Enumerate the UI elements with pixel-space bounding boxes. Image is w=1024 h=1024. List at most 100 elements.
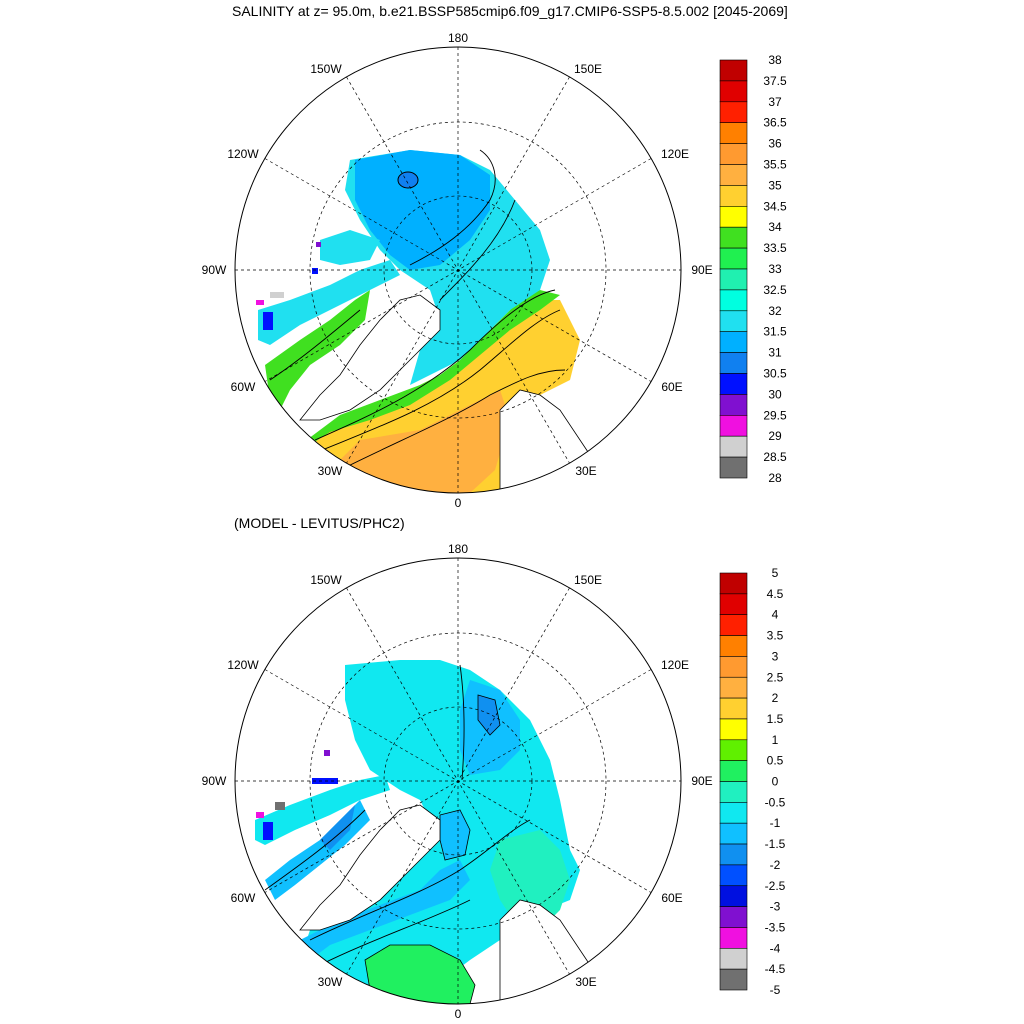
salinity-colorbar-label: 29 <box>768 429 782 443</box>
salinity-colorbar-label: 37.5 <box>763 74 787 88</box>
difference-colorbar-swatch <box>719 885 748 907</box>
difference-colorbar-swatch <box>719 947 748 970</box>
salinity-colorbar-label: 30 <box>768 387 782 401</box>
difference-map-border <box>234 557 682 1005</box>
salinity-colorbar-label: 34.5 <box>763 199 787 213</box>
difference-colorbar-label: -2 <box>770 858 781 872</box>
salinity-map-border <box>234 46 682 494</box>
difference-colorbar-swatch <box>719 697 748 720</box>
difference-colorbar-label: 0.5 <box>767 754 784 768</box>
salinity-colorbar-label: 36 <box>768 137 782 151</box>
difference-colorbar-swatch <box>719 906 748 928</box>
salinity-colorbar-label: 29.5 <box>763 408 787 422</box>
salinity-colorbar-swatch <box>719 101 748 124</box>
difference-colorbar-swatch <box>719 572 748 595</box>
salinity-colorbar-label: 36.5 <box>763 116 787 130</box>
difference-colorbar-swatch <box>719 822 748 845</box>
salinity-colorbar-swatch <box>719 310 748 332</box>
salinity-colorbar-swatch <box>719 80 748 103</box>
salinity-colorbar-label: 31 <box>768 346 782 360</box>
salinity-lon-180: 180 <box>448 31 468 45</box>
salinity-lon-90w: 90W <box>202 263 227 277</box>
difference-colorbar-label: 5 <box>772 566 779 580</box>
salinity-colorbar-label: 30.5 <box>763 367 787 381</box>
difference-colorbar-label: 4 <box>772 608 779 622</box>
salinity-colorbar-swatch <box>719 59 748 82</box>
salinity-lon-150e: 150E <box>574 62 602 76</box>
salinity-colorbar-label: 33 <box>768 262 782 276</box>
difference-colorbar-label: 2.5 <box>767 670 784 684</box>
salinity-colorbar: 38 37.5 37 36.5 36 35.5 35 34.5 34 33.5 33 32.5 32 31… <box>719 53 787 485</box>
difference-colorbar-label: 3 <box>772 649 779 663</box>
difference-lon-120e: 120E <box>661 658 689 672</box>
salinity-colorbar-swatch <box>719 331 748 353</box>
salinity-colorbar-label: 32 <box>768 304 782 318</box>
salinity-lon-150w: 150W <box>310 62 342 76</box>
difference-colorbar-swatch <box>719 739 748 761</box>
difference-colorbar: 5 4.5 4 3.5 3 2.5 2 1.5 1 0.5 0 -0.5 -1 -1.5 -2 -2.5 -3 -… <box>719 566 786 997</box>
difference-colorbar-label: -1.5 <box>765 837 786 851</box>
difference-colorbar-swatch <box>719 614 748 636</box>
main-title: SALINITY at z= 95.0m, b.e21.BSSP585cmip6… <box>232 3 788 19</box>
salinity-colorbar-label: 28 <box>768 471 782 485</box>
salinity-colorbar-swatch <box>719 414 748 437</box>
salinity-colorbar-label: 37 <box>768 95 782 109</box>
salinity-colorbar-swatch <box>719 373 748 395</box>
difference-colorbar-label: 0 <box>772 775 779 789</box>
salinity-map: 180 0 150W 150E 120W 120E 90W 90E 60W 60… <box>202 31 713 510</box>
difference-lon-180: 180 <box>448 542 468 556</box>
difference-colorbar-label: -0.5 <box>765 795 786 809</box>
salinity-lon-120w: 120W <box>227 147 259 161</box>
salinity-colorbar-swatch <box>719 164 748 186</box>
difference-lon-150w: 150W <box>310 573 342 587</box>
difference-colorbar-swatch <box>719 760 748 782</box>
salinity-lon-60w: 60W <box>231 380 256 394</box>
difference-colorbar-label: 1 <box>772 733 779 747</box>
difference-colorbar-swatch <box>719 676 748 699</box>
salinity-colorbar-label: 28.5 <box>763 450 787 464</box>
salinity-colorbar-label: 38 <box>768 53 782 67</box>
difference-lon-120w: 120W <box>227 658 259 672</box>
salinity-colorbar-swatch <box>719 247 748 270</box>
difference-lon-60w: 60W <box>231 891 256 905</box>
salinity-lon-120e: 120E <box>661 147 689 161</box>
salinity-colorbar-swatch <box>719 456 748 479</box>
difference-colorbar-label: -5 <box>770 983 781 997</box>
difference-colorbar-label: -1 <box>770 816 781 830</box>
difference-lon-60e: 60E <box>661 891 682 905</box>
difference-colorbar-label: 4.5 <box>767 587 784 601</box>
difference-lon-30w: 30W <box>318 975 343 989</box>
salinity-colorbar-swatch <box>719 122 748 144</box>
difference-graticule <box>235 558 681 1004</box>
difference-colorbar-label: -3 <box>770 900 781 914</box>
salinity-field <box>256 149 611 493</box>
salinity-colorbar-swatch <box>719 185 748 207</box>
difference-colorbar-swatch <box>719 843 748 866</box>
difference-colorbar-label: -3.5 <box>765 920 786 934</box>
salinity-lon-30w: 30W <box>318 464 343 478</box>
difference-lon-0: 0 <box>455 1007 462 1021</box>
salinity-colorbar-label: 32.5 <box>763 283 787 297</box>
salinity-colorbar-swatch <box>719 143 748 165</box>
difference-colorbar-label: 2 <box>772 691 779 705</box>
salinity-lon-90e: 90E <box>691 263 712 277</box>
difference-colorbar-swatch <box>719 927 748 949</box>
difference-colorbar-label: 3.5 <box>767 629 784 643</box>
difference-colorbar-swatch <box>719 593 748 615</box>
difference-colorbar-label: 1.5 <box>767 712 784 726</box>
difference-lon-90w: 90W <box>202 774 227 788</box>
salinity-colorbar-swatch <box>719 394 748 416</box>
salinity-colorbar-swatch <box>719 226 748 249</box>
salinity-colorbar-swatch <box>719 289 748 312</box>
salinity-colorbar-label: 31.5 <box>763 325 787 339</box>
salinity-lon-0: 0 <box>455 496 462 510</box>
difference-colorbar-swatch <box>719 802 748 824</box>
difference-colorbar-swatch <box>719 718 748 741</box>
difference-colorbar-label: -4.5 <box>765 962 786 976</box>
sub-title: (MODEL - LEVITUS/PHC2) <box>234 515 405 531</box>
difference-lon-30e: 30E <box>575 975 596 989</box>
salinity-lon-60e: 60E <box>661 380 682 394</box>
difference-colorbar-swatch <box>719 968 748 991</box>
difference-colorbar-swatch <box>719 656 748 678</box>
